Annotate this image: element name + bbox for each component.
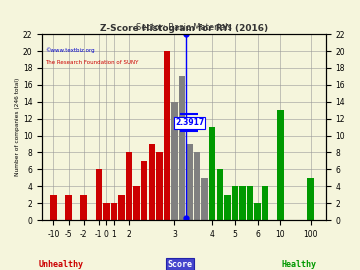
Bar	[111, 203, 117, 220]
Text: The Research Foundation of SUNY: The Research Foundation of SUNY	[45, 60, 138, 65]
Bar	[232, 186, 238, 220]
Y-axis label: Number of companies (246 total): Number of companies (246 total)	[15, 78, 20, 176]
Bar	[179, 76, 185, 220]
Text: Healthy: Healthy	[281, 260, 316, 269]
Text: Sector: Basic Materials: Sector: Basic Materials	[136, 23, 232, 32]
Bar	[141, 161, 147, 220]
Bar	[118, 195, 125, 220]
Bar	[103, 203, 109, 220]
Text: ©www.textbiz.org: ©www.textbiz.org	[45, 47, 95, 53]
Text: Score: Score	[167, 260, 193, 269]
Title: Z-Score Histogram for RYI (2016): Z-Score Histogram for RYI (2016)	[100, 24, 268, 33]
Bar	[239, 186, 246, 220]
Text: 2.3917: 2.3917	[175, 119, 204, 127]
Bar	[164, 51, 170, 220]
Bar	[277, 110, 284, 220]
Bar	[247, 186, 253, 220]
Bar	[126, 153, 132, 220]
Text: Unhealthy: Unhealthy	[39, 260, 84, 269]
Bar	[156, 153, 162, 220]
Bar	[209, 127, 215, 220]
Bar	[224, 195, 230, 220]
Bar	[50, 195, 57, 220]
Bar	[171, 102, 177, 220]
Bar	[96, 169, 102, 220]
Bar	[186, 144, 193, 220]
Bar	[81, 195, 87, 220]
Bar	[255, 203, 261, 220]
Bar	[134, 186, 140, 220]
Bar	[66, 195, 72, 220]
Bar	[262, 186, 269, 220]
Bar	[202, 178, 208, 220]
Bar	[149, 144, 155, 220]
Bar	[307, 178, 314, 220]
Bar	[217, 169, 223, 220]
Bar	[194, 153, 200, 220]
